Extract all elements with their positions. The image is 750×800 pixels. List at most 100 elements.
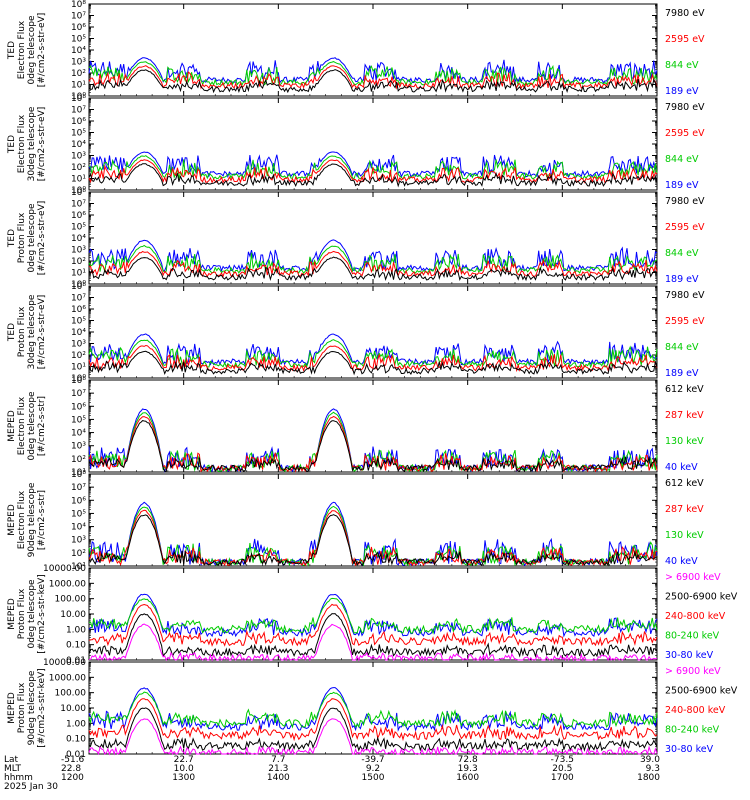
x-tick-hhmm: 1500 xyxy=(362,773,385,783)
y-axis-label: 0deg telescope xyxy=(27,15,37,85)
legend-entry: 2500-6900 keV xyxy=(665,686,738,697)
y-tick-label: 10⁶ xyxy=(71,496,86,506)
y-axis-label: [#/cm2-s-str-keV] xyxy=(37,574,47,653)
y-tick-label: 10⁸ xyxy=(71,94,86,104)
legend-entry: 844 eV xyxy=(665,60,699,71)
legend-entry: 7980 eV xyxy=(665,8,705,19)
legend-entry: 844 eV xyxy=(665,342,699,353)
x-tick-lat: 72.8 xyxy=(458,755,478,765)
y-axis-label: 30deg telescope xyxy=(27,294,37,369)
y-tick-label: 10¹ xyxy=(71,363,86,373)
y-tick-label: 0.10 xyxy=(66,641,86,651)
x-tick-lat: -39.7 xyxy=(361,755,384,765)
y-axis-label: [#/cm2-s-str-eV] xyxy=(37,201,47,276)
y-axis-label: Proton Flux xyxy=(17,212,27,263)
y-axis-label: Electron Flux xyxy=(17,20,27,79)
legend-entry: 189 eV xyxy=(665,180,699,191)
y-tick-label: 10⁴ xyxy=(71,328,86,338)
legend-entry: 30-80 keV xyxy=(665,650,714,661)
y-tick-label: 10² xyxy=(71,455,86,465)
legend-entry: 287 keV xyxy=(665,410,704,421)
legend-entry: 7980 eV xyxy=(665,102,705,113)
series-trace-240-800-kev xyxy=(88,698,658,742)
y-axis-label: TED xyxy=(7,229,17,248)
y-tick-label: 10⁰ xyxy=(71,280,86,290)
series-trace-80-240-kev xyxy=(88,691,658,729)
y-tick-label: 10² xyxy=(71,69,86,79)
y-tick-label: 10⁸ xyxy=(71,188,86,198)
legend-entry: 612 keV xyxy=(665,478,704,489)
x-axis-row-label: hhmm xyxy=(4,773,33,783)
y-tick-label: 10000.00 xyxy=(43,658,86,668)
y-axis-label: 0deg telescope xyxy=(27,391,37,461)
series-trace-2595-ev xyxy=(88,159,658,184)
y-tick-label: 100.00 xyxy=(55,595,87,605)
y-tick-label: 10⁵ xyxy=(71,415,86,425)
y-axis-label: TED xyxy=(7,41,17,60)
legend-entry: 30-80 keV xyxy=(665,744,714,755)
panel-5: 10¹ 10² 10³ 10⁴ 10⁵ 10⁶ 10⁷ 10⁸ MEPED Electron Fl… xyxy=(7,376,704,478)
series-trace-2500-6900-kev xyxy=(88,707,658,752)
y-axis-label: Electron Flux xyxy=(17,490,27,549)
series-trace-612-kev xyxy=(88,514,658,567)
y-tick-label: 100.00 xyxy=(55,689,87,699)
x-tick-lat: 7.7 xyxy=(271,755,285,765)
y-tick-label: 10⁷ xyxy=(71,200,86,210)
y-tick-label: 1000.00 xyxy=(49,673,86,683)
y-axis-label: 90deg telescope xyxy=(27,482,37,557)
panel-6: 10¹ 10² 10³ 10⁴ 10⁵ 10⁶ 10⁷ 10⁸ MEPED Electron Fl… xyxy=(7,470,704,572)
y-tick-label: 10³ xyxy=(71,152,86,162)
y-axis-label: [#/cm2-s-str-eV] xyxy=(37,107,47,182)
x-tick-hhmm: 1300 xyxy=(172,773,195,783)
series-trace-189-ev xyxy=(88,239,658,273)
legend-entry: 2595 eV xyxy=(665,316,705,327)
x-tick-lat: 22.7 xyxy=(174,755,194,765)
legend-entry: 287 keV xyxy=(665,504,704,515)
y-tick-label: 10⁶ xyxy=(71,117,86,127)
x-tick-hhmm: 1600 xyxy=(456,773,479,783)
y-tick-label: 10⁸ xyxy=(71,470,86,480)
y-axis-label: Electron Flux xyxy=(17,114,27,173)
series-trace-844-ev xyxy=(88,155,658,181)
series-trace-2595-ev xyxy=(88,250,658,278)
y-tick-label: 10⁷ xyxy=(71,12,86,22)
legend-entry: 40 keV xyxy=(665,462,698,473)
y-axis-label: Electron Flux xyxy=(17,396,27,455)
y-tick-label: 10⁷ xyxy=(71,294,86,304)
y-tick-label: 0.10 xyxy=(66,735,86,745)
y-tick-label: 10¹ xyxy=(71,468,86,478)
y-tick-label: 10⁴ xyxy=(71,140,86,150)
y-tick-label: 10¹ xyxy=(71,175,86,185)
y-tick-label: 10⁶ xyxy=(71,211,86,221)
y-tick-label: 10⁰ xyxy=(71,374,86,384)
legend-entry: 240-800 keV xyxy=(665,611,726,622)
y-axis-label: [#/cm2-s-str-keV] xyxy=(37,668,47,747)
y-tick-label: 0.01 xyxy=(66,656,86,666)
y-tick-label: 10⁶ xyxy=(71,402,86,412)
legend-entry: 612 keV xyxy=(665,384,704,395)
y-tick-label: 10⁷ xyxy=(71,389,86,399)
y-tick-label: 10⁵ xyxy=(71,317,86,327)
panel-7: 0.01 0.10 1.00 10.00 100.00 1000.00 10000.00 ME… xyxy=(7,564,738,666)
legend-entry: 844 eV xyxy=(665,154,699,165)
y-axis-label: 30deg telescope xyxy=(27,106,37,181)
series-trace-189-ev xyxy=(88,333,658,367)
y-axis-label: 0deg telescope xyxy=(27,203,37,273)
y-axis-label: [#/cm2-s-str-eV] xyxy=(37,295,47,370)
series-trace-2500-6900-kev xyxy=(88,613,658,658)
x-axis-row-label: Lat xyxy=(4,755,19,765)
series-trace-7980-ev xyxy=(88,350,658,376)
y-tick-label: 10⁴ xyxy=(71,429,86,439)
y-axis-label: TED xyxy=(7,135,17,154)
legend-entry: 2595 eV xyxy=(665,34,705,45)
x-axis-row-label: MLT xyxy=(4,764,22,774)
y-tick-label: 10⁵ xyxy=(71,35,86,45)
series-trace-7980-ev xyxy=(88,69,658,94)
y-tick-label: 10³ xyxy=(71,340,86,350)
series-trace-844-ev xyxy=(88,244,658,275)
